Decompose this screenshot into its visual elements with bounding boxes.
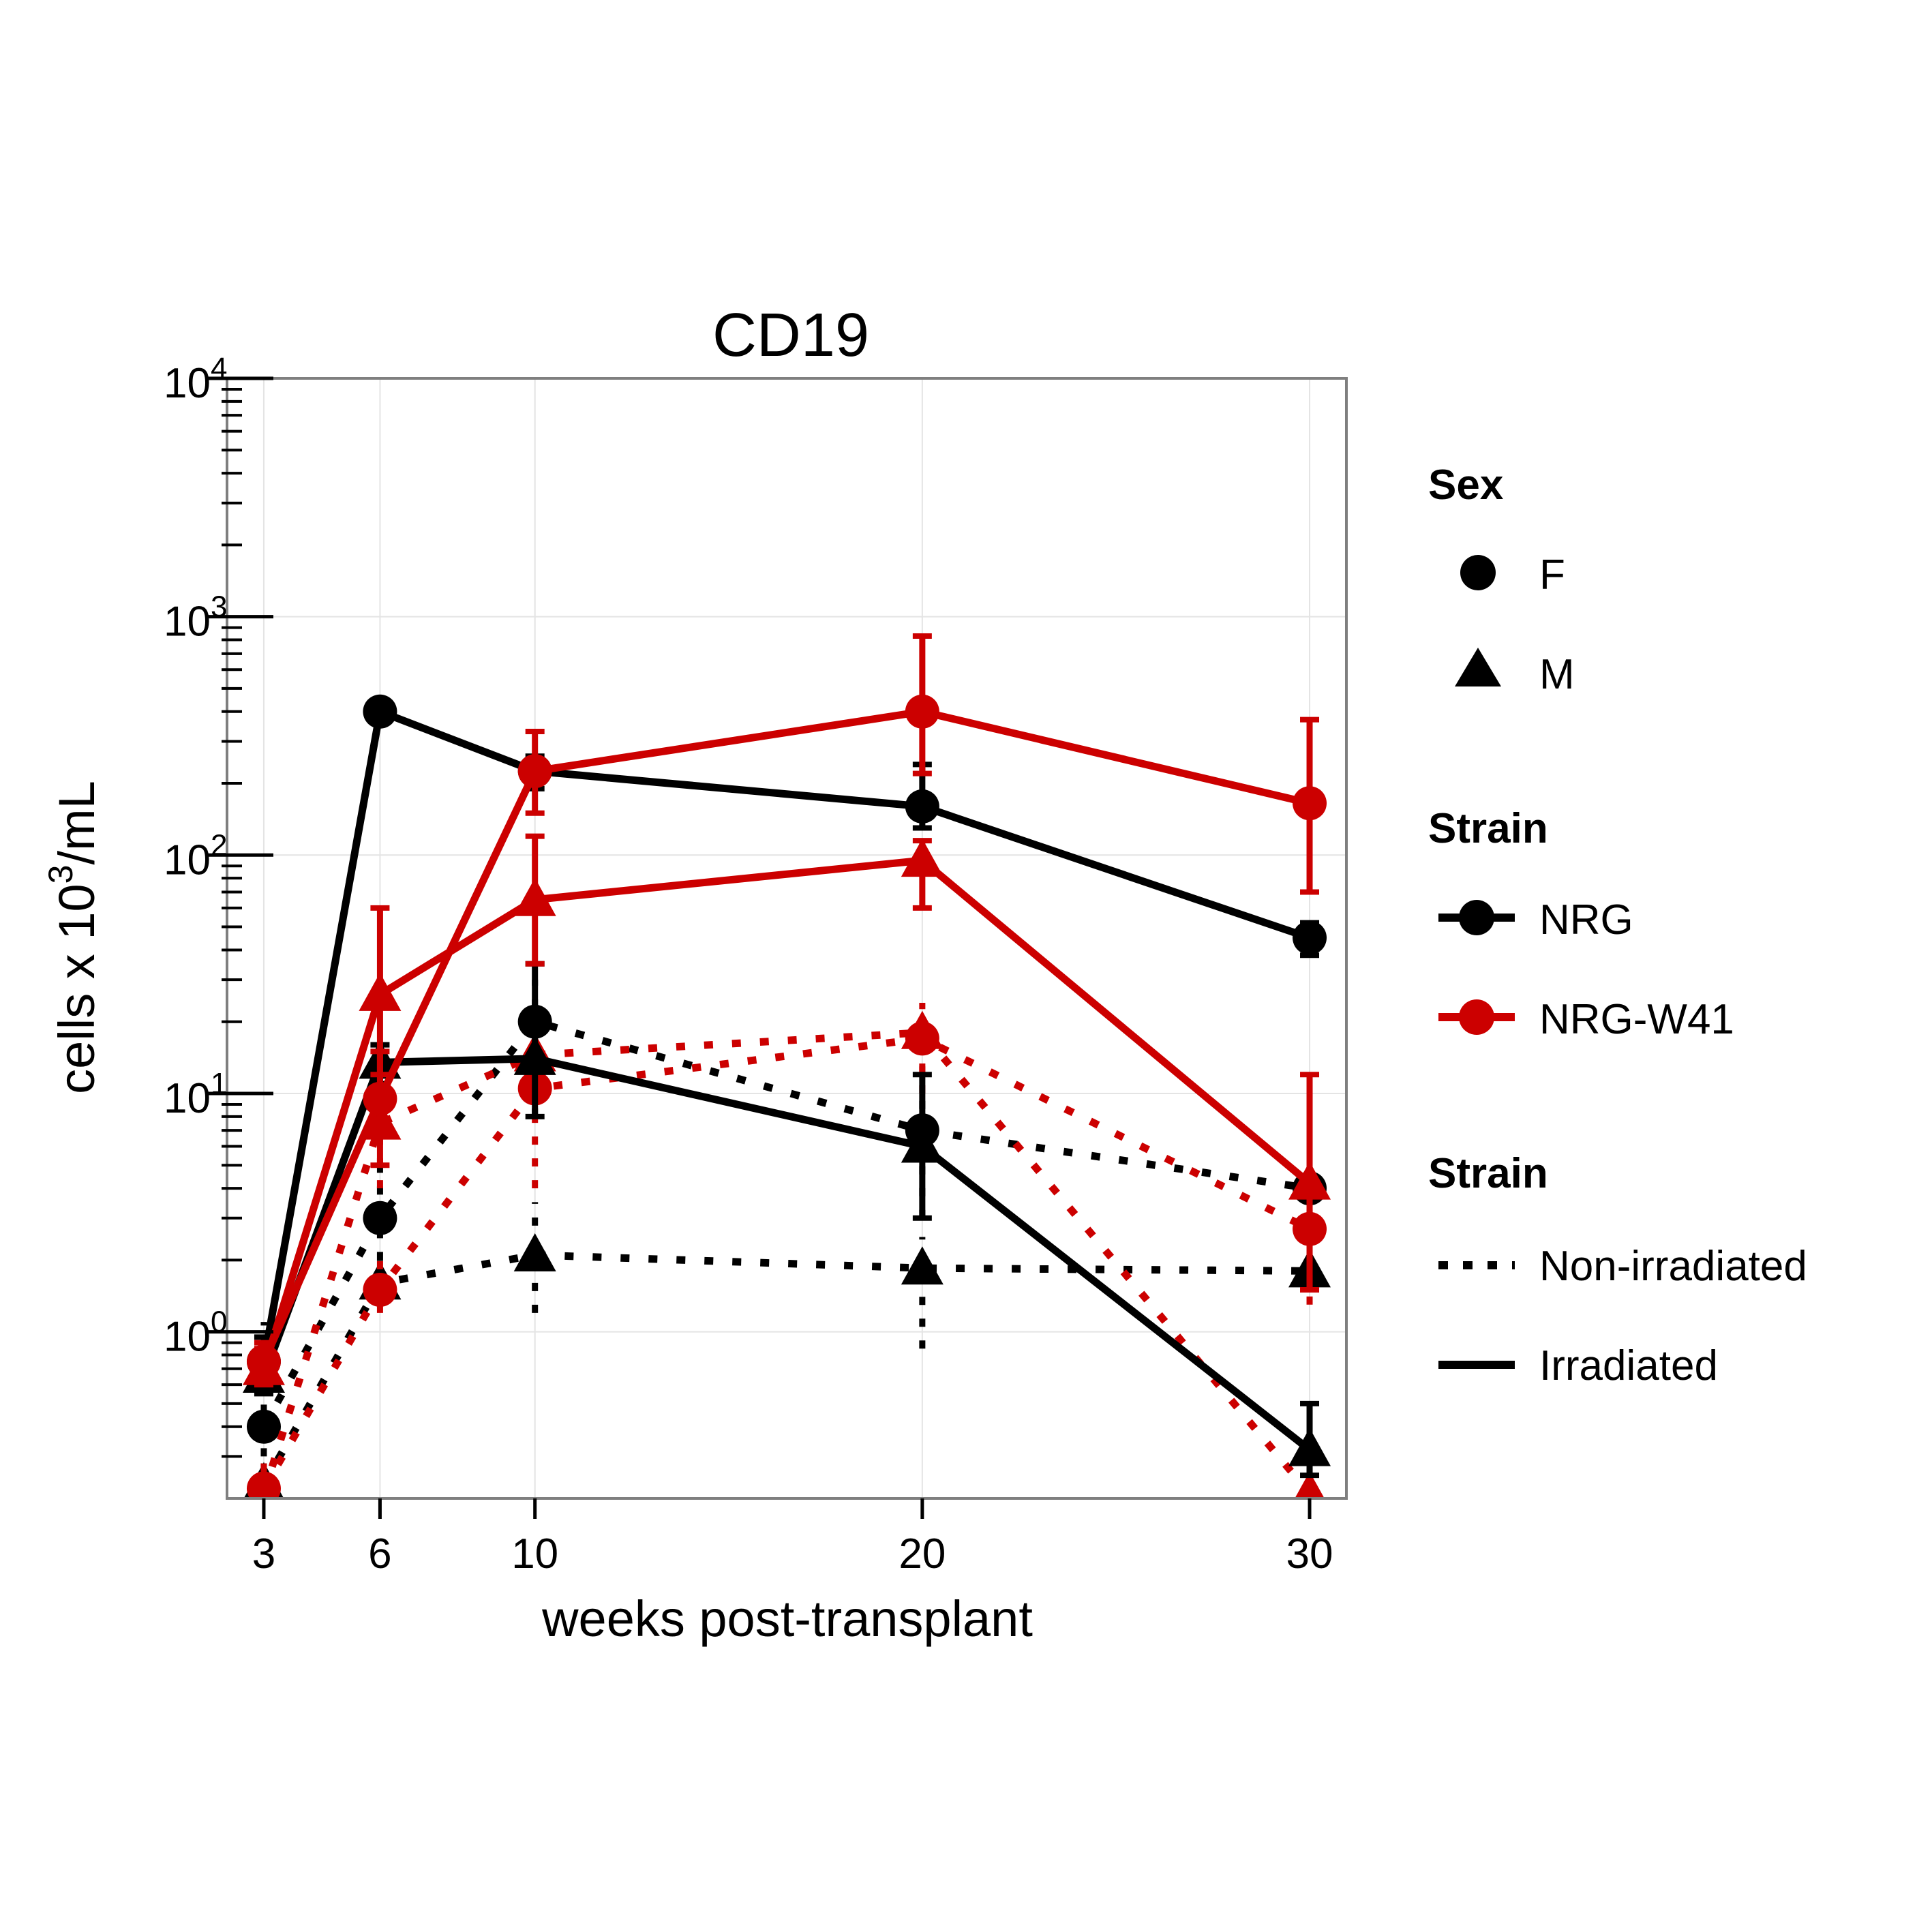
data-point-circle bbox=[363, 1201, 397, 1235]
data-point-circle bbox=[517, 754, 552, 789]
data-point-triangle bbox=[901, 1124, 944, 1163]
y-tick-exponent: 3 bbox=[211, 590, 227, 624]
data-point-circle bbox=[363, 694, 397, 729]
legend-linetype-item-irradiated: Irradiated bbox=[1539, 1342, 1718, 1389]
data-point-triangle bbox=[901, 1246, 944, 1285]
y-tick-base: 10 bbox=[164, 599, 211, 646]
legend-nrg-w41-dot-key bbox=[1459, 999, 1494, 1035]
data-point-triangle bbox=[242, 1346, 285, 1385]
x-axis-title: weeks post-transplant bbox=[541, 1590, 1033, 1647]
y-tick-base: 10 bbox=[164, 1314, 211, 1361]
data-point-circle bbox=[1293, 920, 1327, 955]
x-axis: 3 6 10 20 30 bbox=[252, 1498, 1333, 1578]
y-axis-title-superscript: 3 bbox=[42, 865, 80, 884]
legend-linetype-item-non-irradiated: Non-irradiated bbox=[1539, 1243, 1807, 1290]
legend-sex-title: Sex bbox=[1428, 462, 1504, 509]
data-point-triangle bbox=[249, 1471, 279, 1498]
x-tick-label: 6 bbox=[368, 1530, 391, 1578]
y-tick-exponent: 1 bbox=[211, 1067, 227, 1100]
y-tick-label: 101 bbox=[164, 1067, 227, 1122]
legend-strain-color-title: Strain bbox=[1428, 805, 1548, 852]
legend-nrg-dot-key bbox=[1459, 900, 1494, 935]
data-point-circle bbox=[1293, 786, 1327, 821]
legend-strain-item-nrg-w41: NRG-W41 bbox=[1539, 996, 1734, 1043]
legend-sex-item-f: F bbox=[1539, 552, 1565, 599]
y-tick-exponent: 2 bbox=[211, 828, 227, 862]
legend-strain-color: Strain NRG NRG-W41 bbox=[1428, 805, 1734, 1043]
series-line bbox=[260, 1029, 1313, 1496]
x-tick-label: 10 bbox=[511, 1530, 558, 1578]
data-point-triangle bbox=[1288, 1428, 1331, 1466]
data-point-triangle bbox=[513, 877, 556, 916]
legend-circle-icon bbox=[1460, 555, 1496, 590]
y-tick-base: 10 bbox=[164, 1075, 211, 1122]
y-tick-label: 100 bbox=[164, 1305, 227, 1361]
data-point-circle bbox=[363, 1081, 397, 1116]
data-point-circle bbox=[905, 789, 939, 824]
legend-sex-item-m: M bbox=[1539, 651, 1575, 698]
data-point-circle bbox=[905, 694, 939, 729]
series-nrg-w41-m-irradiated bbox=[242, 833, 1331, 1388]
legend-strain-linetype: Strain Non-irradiated Irradiated bbox=[1428, 1150, 1807, 1389]
plot-frame bbox=[226, 377, 1348, 1500]
data-point-triangle bbox=[901, 839, 944, 877]
data-point-circle bbox=[363, 1273, 397, 1308]
data-point-triangle bbox=[513, 1233, 556, 1271]
y-axis-title: cells x 103/mL bbox=[42, 781, 105, 1094]
y-tick-exponent: 4 bbox=[211, 352, 227, 385]
x-tick-label: 3 bbox=[252, 1530, 275, 1578]
x-tick-label: 30 bbox=[1286, 1530, 1333, 1578]
legend-strain-item-nrg: NRG bbox=[1539, 896, 1633, 944]
legend-strain-linetype-title: Strain bbox=[1428, 1150, 1548, 1197]
y-axis-title-main: cells x 10 bbox=[48, 884, 105, 1093]
x-tick-label: 20 bbox=[899, 1530, 946, 1578]
y-tick-label: 104 bbox=[164, 352, 227, 407]
chart-title: CD19 bbox=[712, 301, 869, 369]
y-tick-label: 102 bbox=[164, 828, 227, 884]
data-point-triangle bbox=[359, 972, 402, 1011]
y-tick-label: 103 bbox=[164, 590, 227, 646]
y-tick-base: 10 bbox=[164, 360, 211, 407]
legend-sex: Sex F M bbox=[1428, 462, 1575, 698]
data-point-triangle bbox=[513, 1036, 556, 1075]
data-point-triangle bbox=[1295, 1471, 1325, 1498]
plot-series bbox=[242, 633, 1331, 1498]
y-tick-exponent: 0 bbox=[211, 1305, 227, 1339]
y-axis-title-unit: /mL bbox=[48, 781, 105, 864]
data-point-triangle bbox=[901, 1010, 944, 1049]
y-tick-base: 10 bbox=[164, 836, 211, 884]
legend-triangle-icon bbox=[1455, 648, 1501, 686]
data-point-triangle bbox=[1288, 1161, 1331, 1200]
data-point-circle bbox=[246, 1409, 281, 1444]
